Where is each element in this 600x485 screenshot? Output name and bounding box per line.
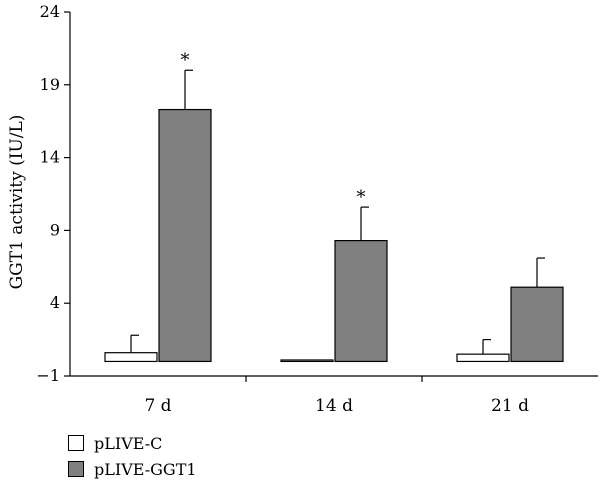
bar-pLIVE-C-21d (456, 353, 510, 363)
legend-label-pLIVE-GGT1: pLIVE-GGT1 (94, 459, 197, 479)
y-tick-label: 9 (50, 220, 60, 239)
bar-pLIVE-C-7d (104, 352, 158, 363)
legend-label-pLIVE-C: pLIVE-C (94, 433, 163, 453)
y-tick-label: 24 (40, 2, 60, 21)
x-category-label: 7 d (144, 396, 171, 416)
bar-chart: GGT1 activity (IU/L) −1 4 9 14 19 24 7 d 14 d 2… (7, 2, 598, 416)
legend-swatch-pLIVE-GGT1 (68, 461, 84, 477)
y-tick-label: 4 (50, 293, 60, 312)
bar-pLIVE-GGT1-21d (510, 286, 564, 363)
legend-item-pLIVE-GGT1: pLIVE-GGT1 (68, 456, 197, 482)
significance-marker: * (357, 187, 366, 208)
significance-marker: * (181, 50, 190, 71)
bar-pLIVE-C-14d (280, 359, 334, 363)
y-axis-label: GGT1 activity (IU/L) (7, 115, 27, 290)
bar-pLIVE-GGT1-14d (334, 239, 388, 363)
legend: pLIVE-C pLIVE-GGT1 (68, 430, 197, 482)
legend-swatch-pLIVE-C (68, 435, 84, 451)
legend-item-pLIVE-C: pLIVE-C (68, 430, 197, 456)
y-tick-label: 14 (40, 148, 60, 167)
x-category-label: 14 d (315, 396, 353, 416)
bar-pLIVE-GGT1-7d (158, 108, 212, 363)
y-tick-label: −1 (36, 366, 60, 385)
x-category-label: 21 d (491, 396, 529, 416)
y-tick-label: 19 (40, 75, 60, 94)
